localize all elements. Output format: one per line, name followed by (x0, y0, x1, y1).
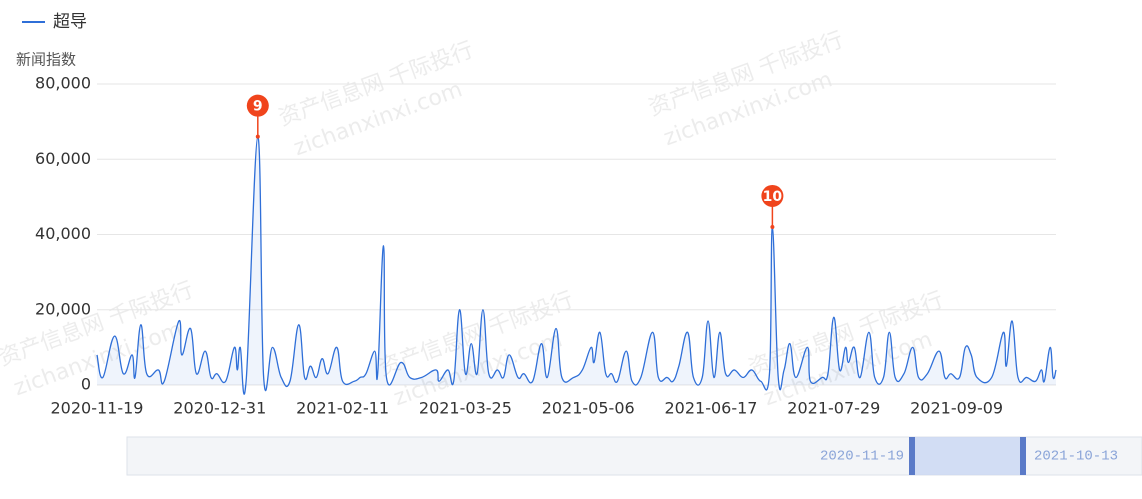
zoom-handle[interactable] (1020, 437, 1026, 475)
x-tick-label: 2021-02-11 (296, 399, 389, 418)
x-tick-label: 2021-03-25 (419, 399, 512, 418)
zoom-handle[interactable] (909, 437, 915, 475)
zoom-start-label: 2020-11-19 (820, 449, 904, 465)
x-tick-label: 2021-07-29 (787, 399, 880, 418)
annotation-point (770, 224, 775, 229)
x-tick-label: 2021-09-09 (910, 399, 1003, 418)
y-tick-label: 40,000 (35, 224, 91, 243)
area (97, 136, 1056, 395)
annotation-badge (761, 184, 784, 207)
annotation-badge (246, 94, 269, 117)
x-tick-label: 2021-06-17 (665, 399, 758, 418)
y-tick-label: 80,000 (35, 74, 91, 93)
y-tick-label: 0 (81, 375, 91, 394)
annotation: 10 (761, 184, 784, 229)
x-tick-label: 2020-11-19 (51, 399, 144, 418)
annotation: 9 (246, 94, 269, 139)
x-tick-label: 2020-12-31 (173, 399, 266, 418)
legend-label: 超导 (53, 12, 87, 32)
x-tick-label: 2021-05-06 (542, 399, 635, 418)
y-tick-label: 20,000 (35, 299, 91, 318)
annotation-label: 10 (763, 189, 783, 205)
y-axis-label: 新闻指数 (16, 51, 76, 69)
annotation-label: 9 (253, 99, 263, 115)
zoom-window[interactable] (912, 437, 1025, 475)
legend-item: 超导 (22, 12, 87, 32)
y-tick-label: 60,000 (35, 149, 91, 168)
annotation-point (255, 134, 260, 139)
zoom-end-label: 2021-10-13 (1034, 449, 1118, 465)
